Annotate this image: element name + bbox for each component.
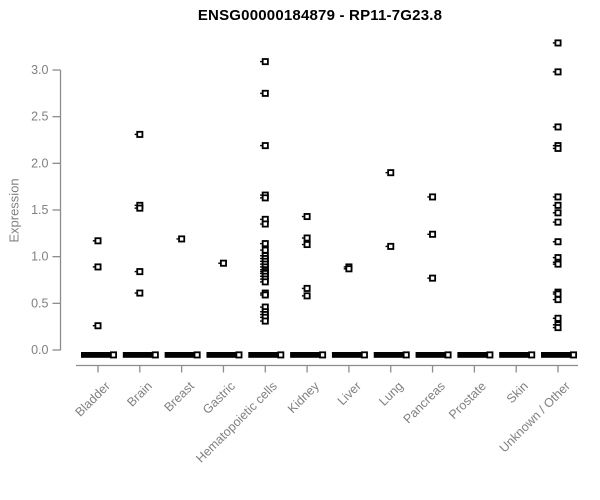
y-tick-label: 1.0 (31, 250, 48, 264)
data-point (110, 351, 118, 359)
data-point (554, 193, 562, 201)
data-point (261, 317, 269, 325)
zero-expression-cluster (290, 352, 321, 358)
y-tick-label: 0.5 (31, 296, 48, 310)
data-point (136, 204, 144, 212)
zero-expression-cluster (541, 352, 572, 358)
data-point (136, 130, 144, 138)
y-tick-label: 3.0 (31, 63, 48, 77)
data-point (303, 213, 311, 221)
data-point (402, 351, 410, 359)
data-point (261, 291, 269, 299)
data-point (303, 241, 311, 249)
y-tick-label: 2.5 (31, 110, 48, 124)
data-point (429, 193, 437, 201)
data-point (303, 234, 311, 242)
data-point (261, 246, 269, 254)
data-point (219, 259, 227, 267)
data-point (94, 237, 102, 245)
zero-expression-cluster (415, 352, 447, 358)
data-point (94, 263, 102, 271)
data-point (261, 240, 269, 248)
data-point (261, 142, 269, 150)
data-point (554, 144, 562, 152)
y-tick-label: 0.0 (31, 343, 48, 357)
data-point (319, 351, 327, 359)
zero-expression-cluster (499, 352, 530, 358)
data-point (486, 351, 494, 359)
data-point (554, 39, 562, 47)
data-point (554, 296, 562, 304)
data-point (429, 274, 437, 282)
data-point (554, 123, 562, 131)
y-tick-label: 1.5 (31, 203, 48, 217)
zero-expression-cluster (81, 352, 112, 358)
data-point (261, 194, 269, 202)
data-point (261, 220, 269, 228)
zero-expression-cluster (373, 352, 405, 358)
data-point (554, 238, 562, 246)
data-point (303, 292, 311, 300)
data-point (387, 242, 395, 250)
data-point (277, 351, 285, 359)
data-point (554, 209, 562, 217)
data-point (261, 278, 269, 286)
zero-expression-cluster (206, 352, 237, 358)
data-point (570, 351, 578, 359)
y-tick-label: 2.0 (31, 156, 48, 170)
data-point (261, 89, 269, 97)
data-point (303, 284, 311, 292)
data-point (178, 235, 186, 243)
zero-expression-cluster (457, 352, 488, 358)
data-point (554, 201, 562, 209)
data-point (136, 289, 144, 297)
data-point (235, 351, 243, 359)
zero-expression-cluster (122, 352, 154, 358)
data-point (528, 351, 536, 359)
chart-title: ENSG00000184879 - RP11-7G23.8 (197, 7, 443, 24)
zero-expression-cluster (164, 352, 196, 358)
data-point (429, 230, 437, 238)
data-point (345, 265, 353, 273)
data-point (387, 169, 395, 177)
data-point (360, 351, 368, 359)
data-point (554, 260, 562, 268)
zero-expression-cluster (331, 352, 363, 358)
data-point (94, 322, 102, 330)
data-point (554, 218, 562, 226)
data-point (151, 351, 159, 359)
data-point (261, 58, 269, 66)
data-point (554, 314, 562, 322)
data-point (554, 68, 562, 76)
data-point (554, 324, 562, 332)
data-point (444, 351, 452, 359)
zero-expression-cluster (248, 352, 279, 358)
data-point (193, 351, 201, 359)
data-point (554, 290, 562, 298)
data-point (136, 268, 144, 276)
